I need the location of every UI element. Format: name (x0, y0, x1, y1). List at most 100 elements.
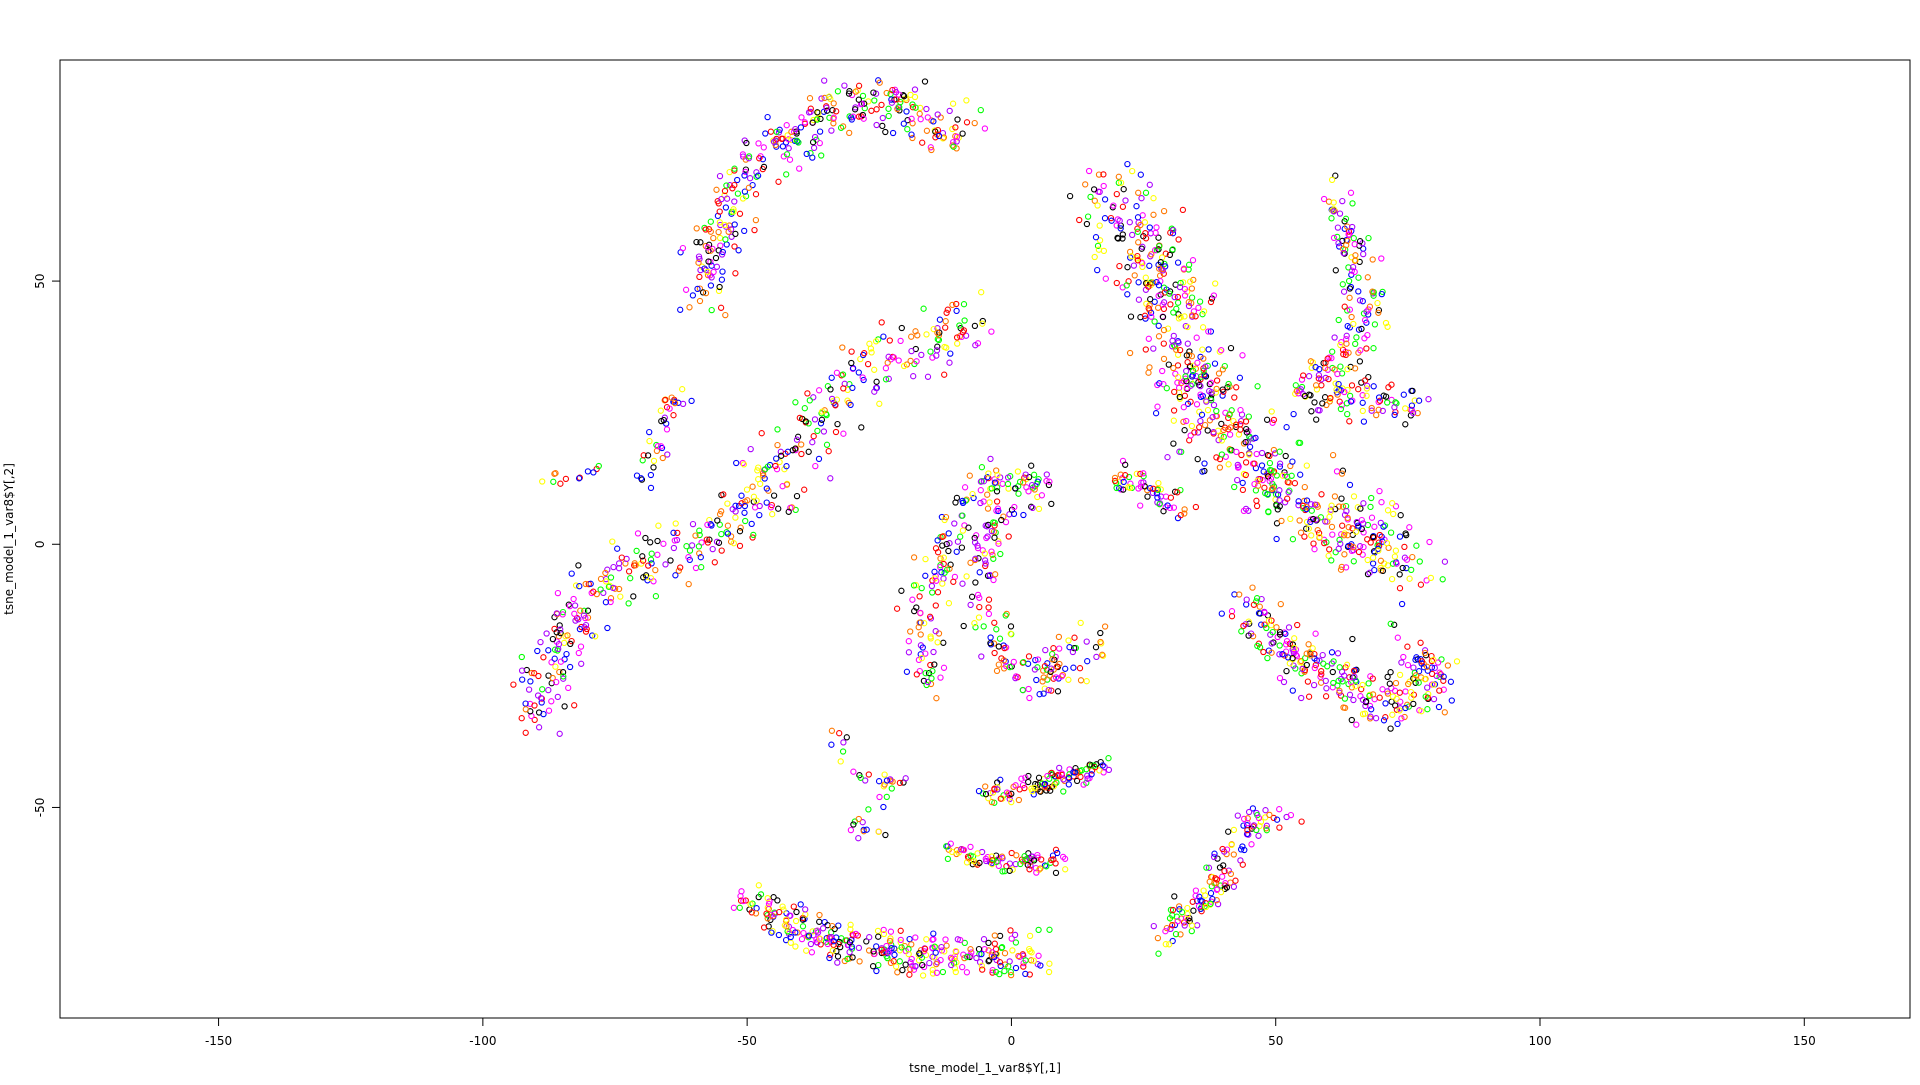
data-point (793, 436, 801, 443)
data-point (1345, 277, 1353, 285)
data-point (1329, 348, 1336, 355)
data-point (989, 789, 997, 796)
data-point (1308, 408, 1315, 415)
data-point (892, 963, 900, 970)
data-point (1360, 418, 1368, 425)
data-point (929, 966, 936, 974)
data-point (1010, 658, 1017, 666)
data-point (1396, 707, 1403, 714)
data-point (738, 492, 745, 499)
data-point (647, 484, 655, 492)
data-point (1299, 665, 1306, 673)
data-point (765, 900, 773, 908)
data-point (998, 944, 1006, 951)
data-point (1340, 532, 1348, 539)
data-point (1001, 967, 1008, 975)
data-point (1364, 570, 1372, 578)
data-point (995, 643, 1002, 650)
data-point (809, 119, 816, 126)
data-point (1268, 617, 1275, 624)
data-point (1369, 554, 1377, 561)
data-point (1404, 701, 1411, 708)
data-point (640, 452, 647, 459)
data-point (1234, 476, 1241, 484)
data-point (1339, 245, 1347, 253)
data-point (1036, 691, 1043, 698)
data-point (1289, 458, 1296, 465)
data-point (1214, 900, 1222, 908)
data-point (1372, 715, 1380, 722)
data-point (1084, 213, 1092, 220)
data-point (909, 101, 916, 108)
data-point (1237, 426, 1244, 433)
data-point (1197, 417, 1204, 425)
data-point (1137, 483, 1145, 490)
data-point (1155, 479, 1162, 487)
data-point (1330, 679, 1337, 687)
data-point (1188, 285, 1196, 292)
data-point (1042, 646, 1049, 654)
data-point (1208, 389, 1215, 396)
data-point (1397, 698, 1404, 705)
data-point (1170, 226, 1177, 234)
data-point (1341, 388, 1348, 396)
data-point (984, 853, 991, 861)
data-point (1234, 812, 1241, 819)
data-point (1323, 685, 1330, 692)
data-point (1050, 783, 1057, 790)
data-point (1065, 774, 1073, 782)
data-point (642, 534, 649, 542)
data-point (1172, 370, 1179, 377)
data-point (1242, 418, 1250, 425)
data-point (857, 355, 864, 363)
data-point (561, 639, 568, 647)
data-point (1341, 551, 1348, 558)
data-point (1218, 610, 1225, 617)
data-point (1289, 536, 1297, 543)
data-point (805, 448, 812, 455)
data-point (1061, 855, 1069, 862)
data-point (1204, 427, 1211, 434)
data-point (982, 855, 989, 862)
data-point (1228, 613, 1236, 620)
data-point (554, 693, 561, 701)
data-point (961, 317, 968, 324)
data-point (1015, 796, 1023, 804)
data-point (1249, 805, 1257, 812)
data-point (826, 954, 833, 962)
data-point (1297, 529, 1305, 536)
data-point (1276, 448, 1283, 455)
data-point (1254, 642, 1261, 650)
data-point (947, 350, 954, 357)
data-point (695, 253, 703, 260)
data-point (1317, 514, 1325, 521)
data-point (992, 946, 1000, 953)
data-point (555, 645, 562, 653)
data-point (1192, 503, 1200, 511)
data-point (1332, 380, 1339, 387)
data-point (920, 305, 927, 312)
data-point (1332, 505, 1339, 513)
data-point (554, 589, 562, 597)
data-point (1298, 376, 1306, 383)
data-point (903, 108, 910, 115)
data-point (914, 332, 921, 339)
data-point (1367, 713, 1374, 720)
data-point (1351, 365, 1359, 372)
data-point (618, 554, 625, 561)
data-point (1396, 585, 1404, 592)
data-point (632, 562, 639, 569)
data-point (1111, 477, 1119, 485)
data-point (855, 96, 862, 103)
data-point (614, 545, 621, 552)
data-point (921, 78, 929, 85)
data-point (1359, 298, 1366, 305)
data-point (664, 451, 671, 458)
data-point (1258, 462, 1266, 469)
data-point (1030, 471, 1038, 478)
data-point (985, 470, 992, 477)
data-point (990, 640, 998, 647)
data-point (929, 667, 936, 675)
data-point (880, 930, 888, 938)
data-point (739, 195, 747, 202)
